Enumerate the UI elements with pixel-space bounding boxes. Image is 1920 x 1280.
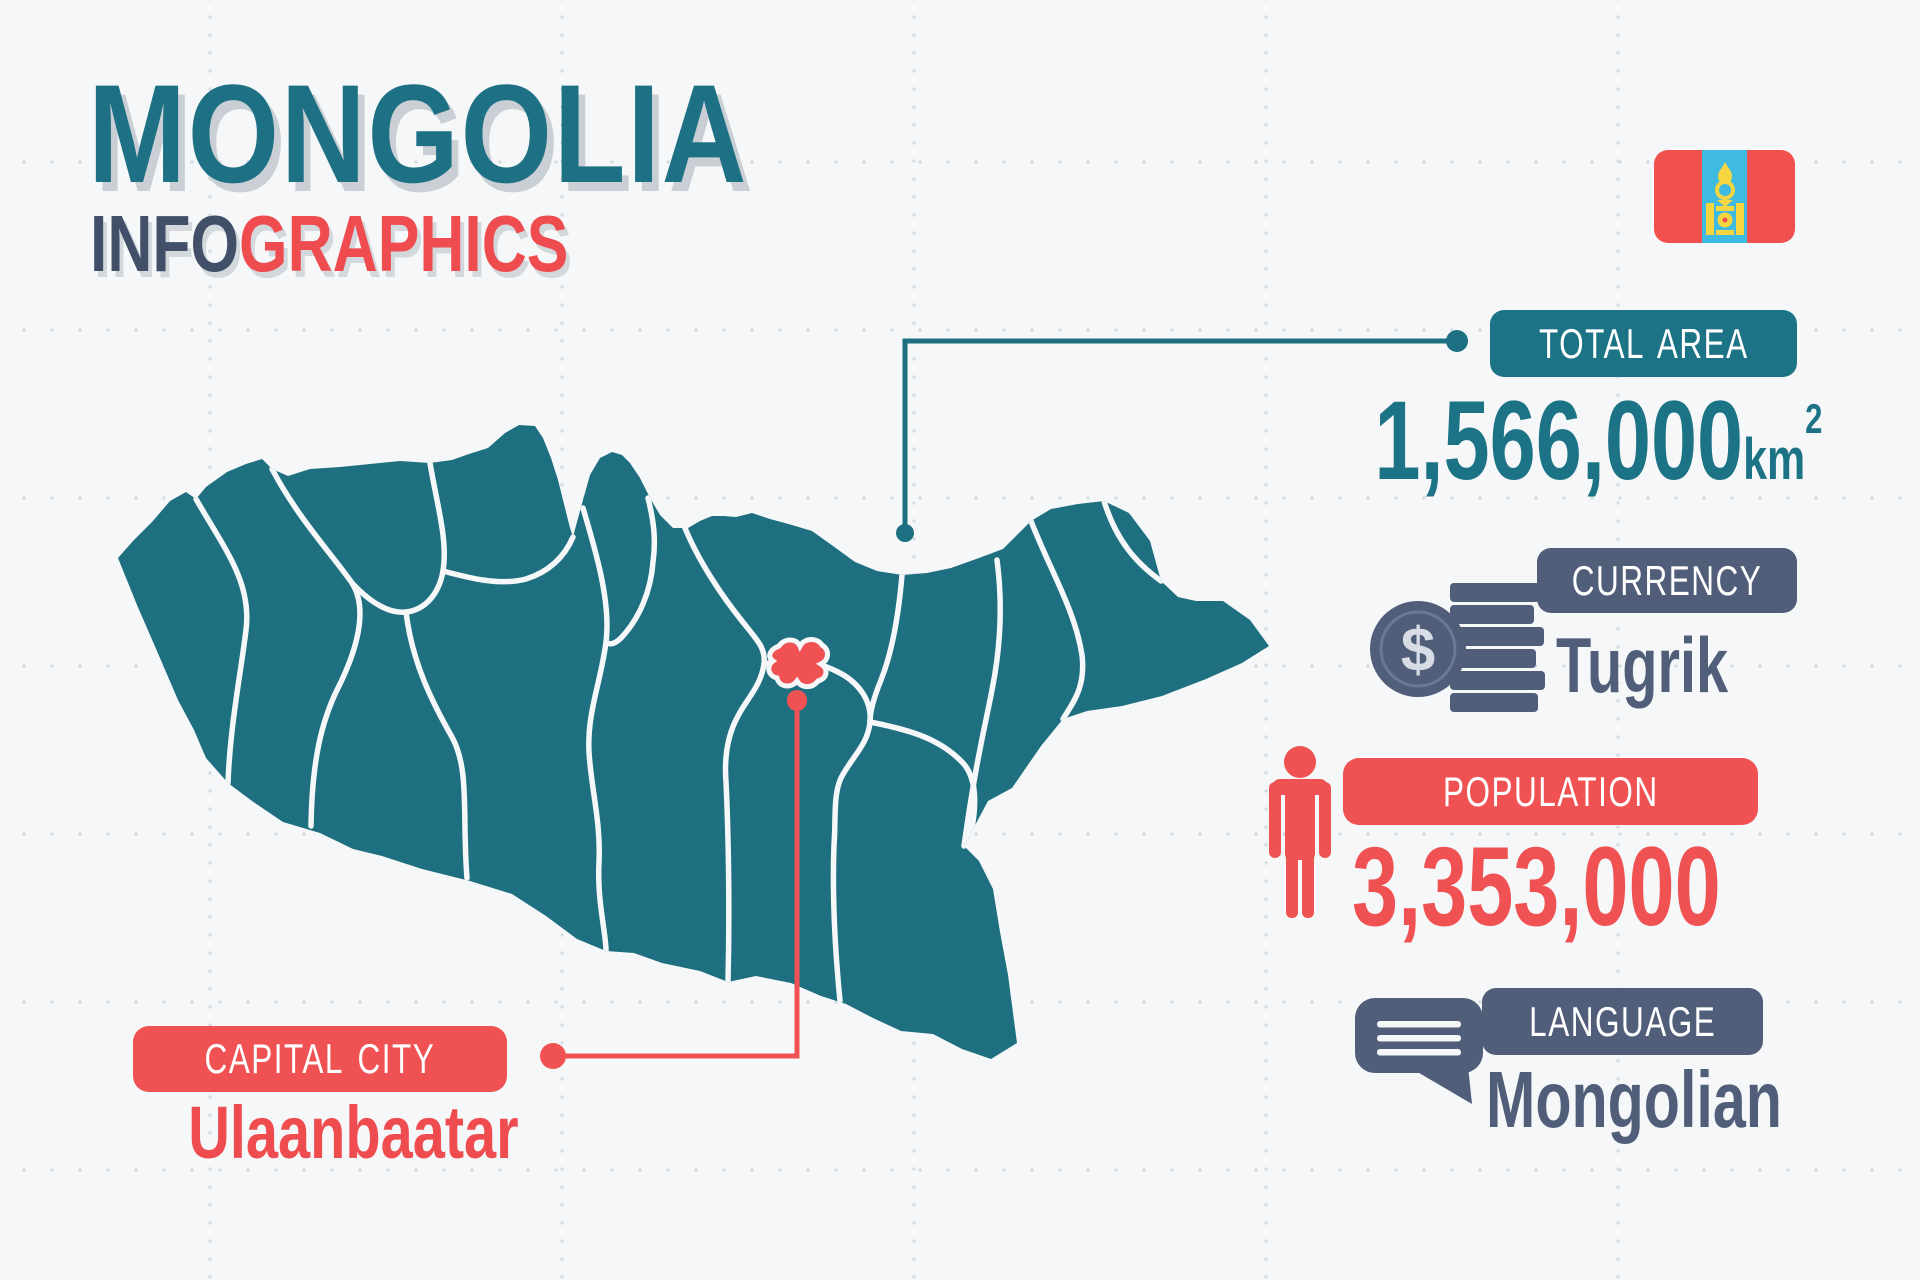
language-label: LANGUAGE (1528, 997, 1717, 1045)
capital-connector (540, 691, 807, 1069)
dollar-sign-icon: $ (1401, 616, 1435, 685)
total-area-connector (896, 330, 1468, 542)
flag-blue-stripe (1701, 150, 1748, 243)
language-badge: LANGUAGE (1482, 988, 1763, 1055)
population-label: POPULATION (1442, 767, 1659, 815)
population-value: 3,353,000 (1352, 824, 1721, 949)
speech-bubble-icon (1355, 998, 1483, 1104)
mongolia-map (118, 425, 1269, 1059)
currency-label: CURRENCY (1571, 556, 1763, 604)
map-country-shape (118, 425, 1269, 1059)
total-area-value: 1,566,000km2 (1374, 385, 1822, 497)
total-area-unit: km (1742, 427, 1805, 492)
person-icon (1269, 746, 1331, 918)
population-badge: POPULATION (1343, 758, 1758, 825)
subtitle-info: INFO (90, 199, 240, 288)
currency-value: Tugrik (1556, 621, 1729, 709)
page-title: MONGOLIA (88, 55, 749, 212)
map-region-capital (766, 637, 830, 690)
language-value: Mongolian (1486, 1055, 1782, 1144)
capital-city-value: Ulaanbaatar (188, 1091, 519, 1174)
soyombo-emblem-icon (1705, 162, 1744, 235)
map-province-borders (193, 460, 1164, 1004)
total-area-label: TOTAL AREA (1538, 319, 1749, 367)
flag-red-stripe (1654, 150, 1702, 243)
total-area-unit-exponent: 2 (1804, 395, 1822, 442)
coins-icon: $ (1370, 583, 1545, 712)
capital-city-badge: CAPITAL CITY (133, 1026, 507, 1092)
capital-city-label: CAPITAL CITY (204, 1035, 436, 1082)
flag-red-stripe (1747, 150, 1795, 243)
total-area-badge: TOTAL AREA (1490, 310, 1797, 377)
subtitle-graphics: GRAPHICS (239, 199, 569, 288)
currency-badge: CURRENCY (1537, 548, 1797, 613)
mongolia-flag-icon (1654, 150, 1795, 243)
total-area-number: 1,566,000 (1373, 378, 1743, 503)
page-subtitle: INFOGRAPHICS (90, 204, 568, 284)
